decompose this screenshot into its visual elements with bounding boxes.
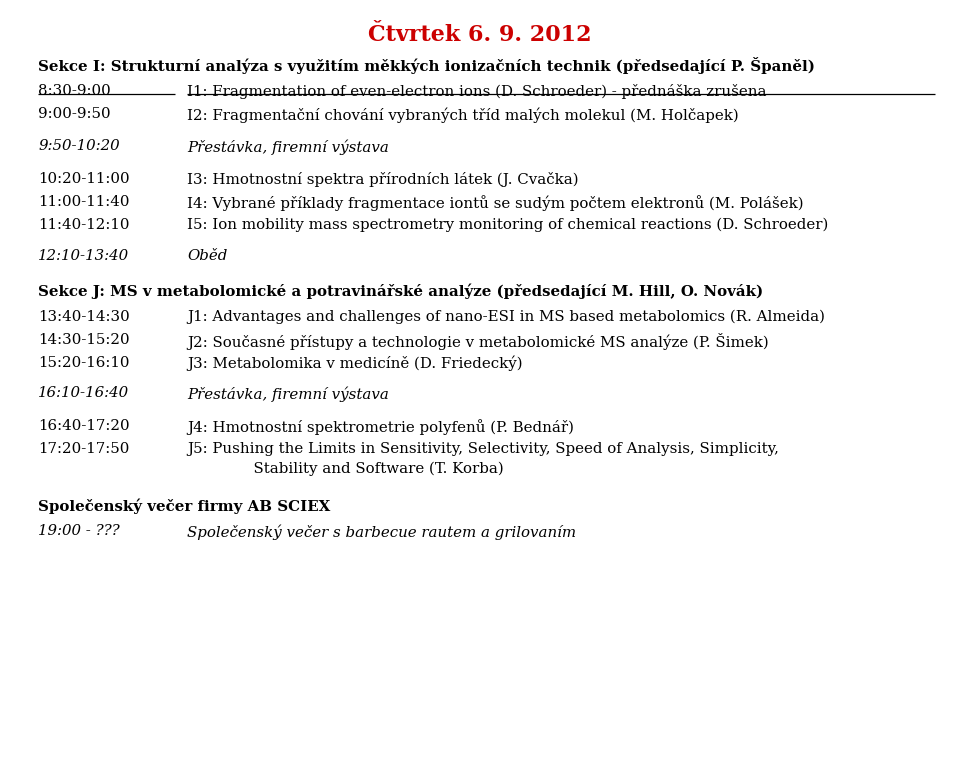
Text: Přestávka, firemní výstava: Přestávka, firemní výstava bbox=[187, 386, 389, 402]
Text: J5: Pushing the Limits in Sensitivity, Selectivity, Speed of Analysis, Simplicit: J5: Pushing the Limits in Sensitivity, S… bbox=[187, 442, 779, 477]
Text: 13:40-14:30: 13:40-14:30 bbox=[38, 310, 130, 324]
Text: Sekce J: MS v metabolomické a potravinářské analýze (předsedající M. Hill, O. No: Sekce J: MS v metabolomické a potravinář… bbox=[38, 283, 763, 298]
Text: J4: Hmotnostní spektrometrie polyfenů (P. Bednář): J4: Hmotnostní spektrometrie polyfenů (P… bbox=[187, 419, 573, 435]
Text: 9:50-10:20: 9:50-10:20 bbox=[38, 139, 120, 153]
Text: I2: Fragmentační chování vybraných tříd malých molekul (M. Holčapek): I2: Fragmentační chování vybraných tříd … bbox=[187, 107, 738, 122]
Text: 15:20-16:10: 15:20-16:10 bbox=[38, 356, 129, 369]
Text: 12:10-13:40: 12:10-13:40 bbox=[38, 249, 129, 262]
Text: J3: Metabolomika v medicíně (D. Friedecký): J3: Metabolomika v medicíně (D. Friedeck… bbox=[187, 356, 523, 371]
Text: 14:30-15:20: 14:30-15:20 bbox=[38, 333, 130, 347]
Text: Společenský večer s barbecue rautem a grilovaním: Společenský večer s barbecue rautem a gr… bbox=[187, 524, 576, 539]
Text: I5: Ion mobility mass spectrometry monitoring of chemical reactions (D. Schroede: I5: Ion mobility mass spectrometry monit… bbox=[187, 218, 829, 233]
Text: Sekce I: Strukturní analýza s využitím měkkých ionizačních technik (předsedající: Sekce I: Strukturní analýza s využitím m… bbox=[38, 57, 815, 74]
Text: I4: Vybrané příklady fragmentace iontů se sudým počtem elektronů (M. Polášek): I4: Vybrané příklady fragmentace iontů s… bbox=[187, 195, 804, 211]
Text: J2: Současné přístupy a technologie v metabolomické MS analýze (P. Šimek): J2: Současné přístupy a technologie v me… bbox=[187, 333, 768, 350]
Text: 8:30-9:00: 8:30-9:00 bbox=[38, 84, 111, 98]
Text: J1: Advantages and challenges of nano-ESI in MS based metabolomics (R. Almeida): J1: Advantages and challenges of nano-ES… bbox=[187, 310, 825, 324]
Text: 11:00-11:40: 11:00-11:40 bbox=[38, 195, 129, 209]
Text: 17:20-17:50: 17:20-17:50 bbox=[38, 442, 129, 456]
Text: Čtvrtek 6. 9. 2012: Čtvrtek 6. 9. 2012 bbox=[367, 24, 592, 47]
Text: 16:40-17:20: 16:40-17:20 bbox=[38, 419, 130, 433]
Text: 10:20-11:00: 10:20-11:00 bbox=[38, 172, 130, 186]
Text: 9:00-9:50: 9:00-9:50 bbox=[38, 107, 111, 121]
Text: I3: Hmotnostní spektra přírodních látek (J. Cvačka): I3: Hmotnostní spektra přírodních látek … bbox=[187, 172, 578, 187]
Text: Společenský večer firmy AB SCIEX: Společenský večer firmy AB SCIEX bbox=[38, 499, 331, 514]
Text: Přestávka, firemní výstava: Přestávka, firemní výstava bbox=[187, 139, 389, 155]
Text: 11:40-12:10: 11:40-12:10 bbox=[38, 218, 129, 232]
Text: I1: Fragmentation of even-electron ions (D. Schroeder) - přednáška zrušena: I1: Fragmentation of even-electron ions … bbox=[187, 84, 766, 99]
Text: Oběd: Oběd bbox=[187, 249, 227, 262]
Text: 16:10-16:40: 16:10-16:40 bbox=[38, 386, 129, 400]
Text: 19:00 - ???: 19:00 - ??? bbox=[38, 524, 120, 538]
